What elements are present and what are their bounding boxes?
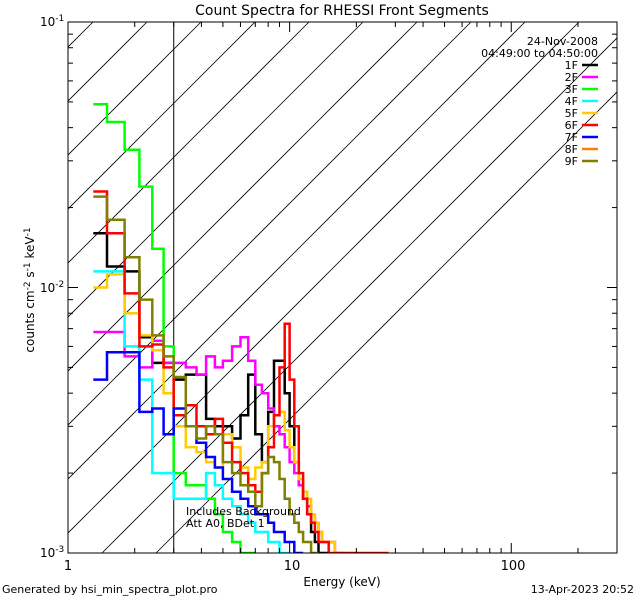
legend-label-7F: 7F — [565, 131, 578, 144]
legend-label-1F: 1F — [565, 59, 578, 72]
legend-label-8F: 8F — [565, 143, 578, 156]
series-7F-line — [93, 351, 304, 553]
chart-title: Count Spectra for RHESSI Front Segments — [195, 3, 489, 19]
x-tick-label-10: 10 — [284, 559, 301, 574]
y-tick-label-1e-1: 10-1 — [40, 14, 64, 29]
x-tick-label-1: 1 — [64, 559, 72, 574]
x-axis-label: Energy (keV) — [303, 575, 380, 589]
footer-generated-by: Generated by hsi_min_spectra_plot.pro — [2, 583, 218, 596]
plot-frame — [67, 21, 618, 554]
date-label: 24-Nov-2008 — [527, 35, 598, 48]
axis-ticks — [67, 21, 618, 554]
legend-label-4F: 4F — [565, 95, 578, 108]
legend-label-6F: 6F — [565, 119, 578, 132]
series-6F-line — [93, 190, 389, 553]
legend-label-2F: 2F — [565, 71, 578, 84]
series-3F-line — [93, 103, 256, 553]
series-5F-line — [93, 273, 347, 553]
legend-label-3F: 3F — [565, 83, 578, 96]
y-tick-label-1e-3: 10-3 — [40, 545, 64, 560]
x-tick-label-100: 100 — [501, 559, 526, 574]
footer-timestamp: 13-Apr-2023 20:52 — [530, 583, 634, 596]
annotation-attenuator: Att A0, BDet 1 — [186, 517, 265, 530]
series-9F-line — [93, 195, 319, 553]
legend-label-9F: 9F — [565, 155, 578, 168]
annotation-background: Includes Background — [186, 505, 301, 518]
y-tick-label-1e-2: 10-2 — [40, 280, 64, 295]
time-range-label: 04:49:00 to 04:50:00 — [481, 47, 598, 60]
legend-label-5F: 5F — [565, 107, 578, 120]
series-4F-line — [93, 270, 290, 553]
y-axis-label: counts cm-2 s-1 keV-1 — [23, 227, 37, 352]
